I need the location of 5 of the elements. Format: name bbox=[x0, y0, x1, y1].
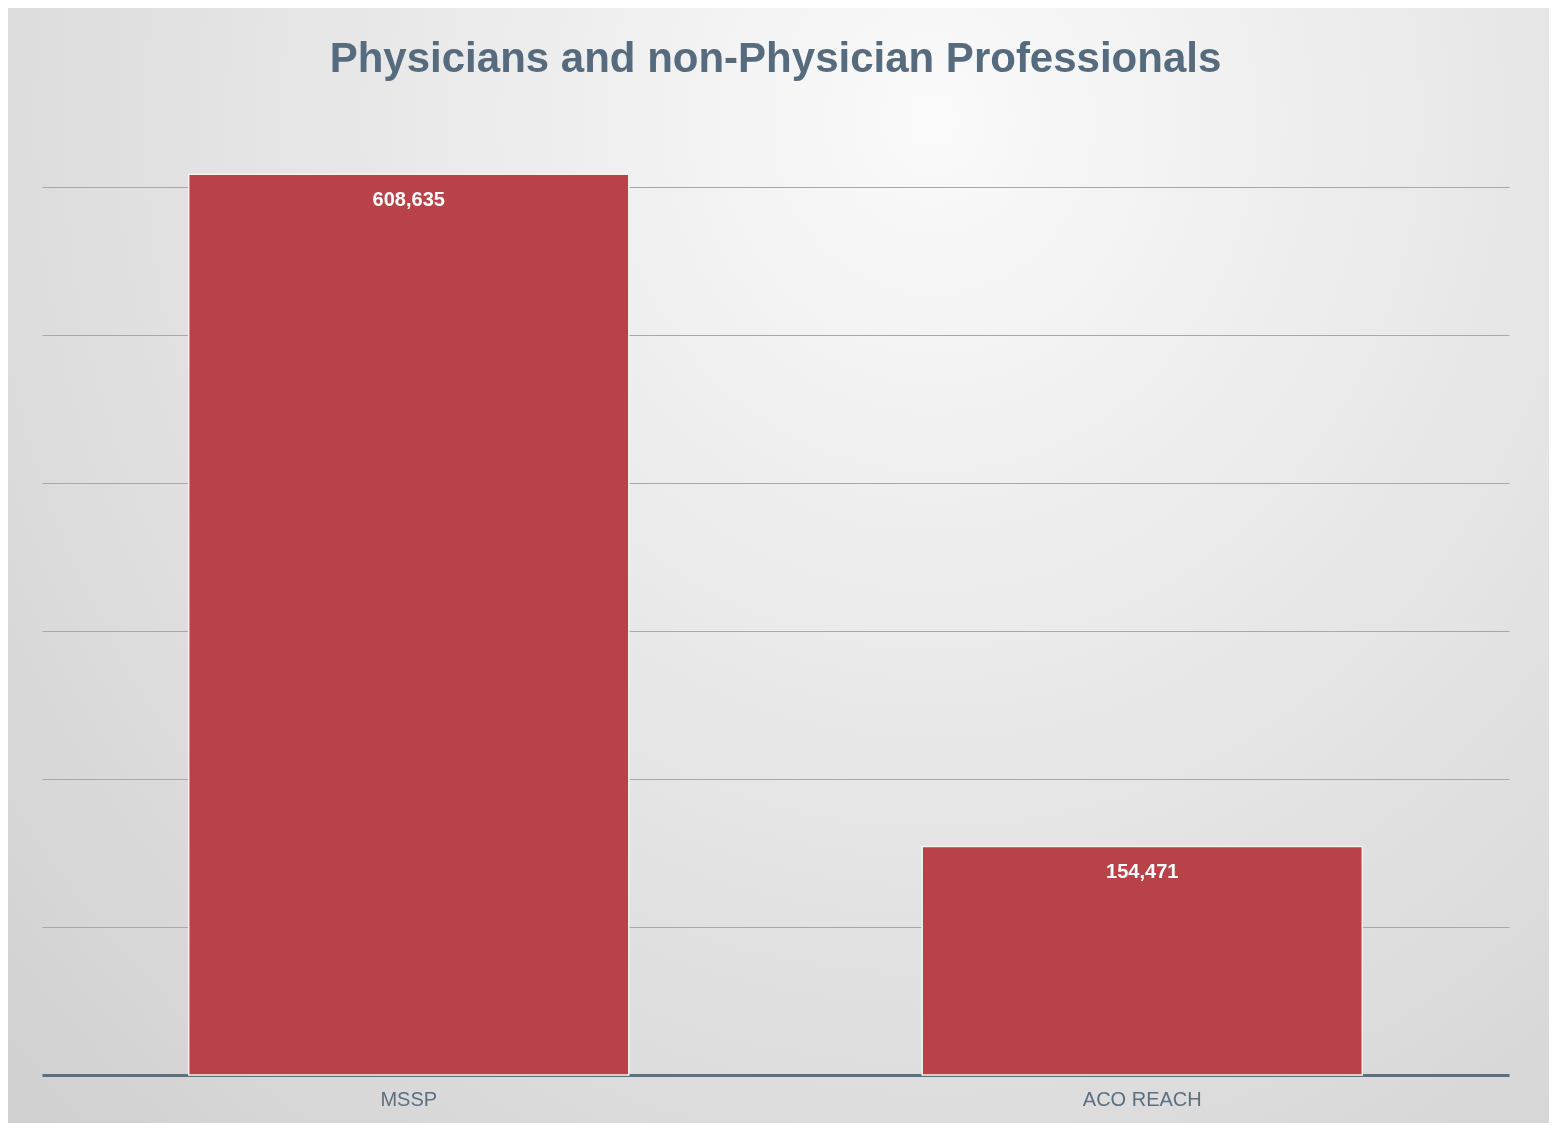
data-label: 154,471 bbox=[1106, 860, 1179, 883]
chart-title: Physicians and non-Physician Professionals bbox=[329, 34, 1222, 81]
data-label: 608,635 bbox=[372, 188, 445, 211]
x-tick-label: ACO REACH bbox=[1082, 1087, 1202, 1110]
x-tick-label: MSSP bbox=[380, 1087, 438, 1110]
